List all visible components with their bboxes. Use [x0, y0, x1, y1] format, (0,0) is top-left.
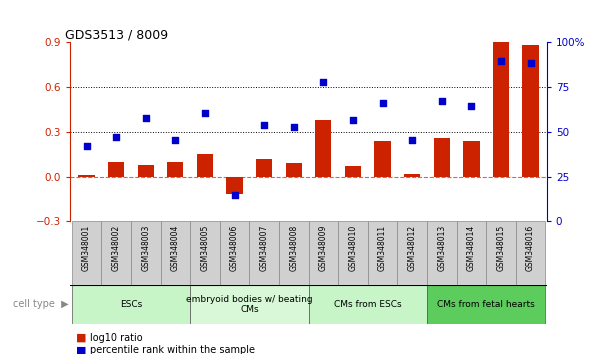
- Bar: [345, 166, 361, 177]
- Text: CMs from ESCs: CMs from ESCs: [334, 300, 401, 309]
- Bar: [71, 285, 190, 324]
- Bar: [131, 221, 161, 285]
- Text: GSM348007: GSM348007: [260, 225, 269, 272]
- Bar: [71, 221, 101, 285]
- Text: GSM348006: GSM348006: [230, 225, 239, 272]
- Bar: [249, 221, 279, 285]
- Bar: [161, 221, 190, 285]
- Point: [466, 103, 476, 109]
- Point: [289, 125, 299, 130]
- Text: percentile rank within the sample: percentile rank within the sample: [90, 346, 255, 354]
- Point: [82, 143, 92, 149]
- Bar: [368, 221, 397, 285]
- Bar: [493, 42, 509, 177]
- Bar: [137, 165, 154, 177]
- Text: ■: ■: [76, 346, 87, 354]
- Text: GSM348009: GSM348009: [319, 225, 328, 272]
- Text: GSM348008: GSM348008: [289, 225, 298, 271]
- Text: GSM348016: GSM348016: [526, 225, 535, 271]
- Bar: [190, 285, 309, 324]
- Point: [378, 101, 387, 106]
- Bar: [167, 162, 183, 177]
- Bar: [220, 221, 249, 285]
- Bar: [427, 285, 546, 324]
- Bar: [309, 221, 338, 285]
- Text: GSM348010: GSM348010: [348, 225, 357, 271]
- Bar: [456, 221, 486, 285]
- Bar: [256, 159, 273, 177]
- Text: GSM348011: GSM348011: [378, 225, 387, 271]
- Point: [141, 116, 151, 121]
- Text: embryoid bodies w/ beating
CMs: embryoid bodies w/ beating CMs: [186, 295, 313, 314]
- Bar: [375, 141, 390, 177]
- Point: [348, 118, 358, 123]
- Bar: [397, 221, 427, 285]
- Point: [200, 110, 210, 116]
- Text: ESCs: ESCs: [120, 300, 142, 309]
- Point: [408, 137, 417, 143]
- Text: CMs from fetal hearts: CMs from fetal hearts: [437, 300, 535, 309]
- Point: [318, 79, 328, 85]
- Point: [496, 58, 506, 64]
- Bar: [197, 154, 213, 177]
- Bar: [404, 173, 420, 177]
- Bar: [190, 221, 220, 285]
- Text: ■: ■: [76, 333, 87, 343]
- Text: GSM348004: GSM348004: [171, 225, 180, 272]
- Bar: [463, 141, 480, 177]
- Point: [170, 137, 180, 143]
- Bar: [486, 221, 516, 285]
- Point: [111, 135, 121, 140]
- Text: GSM348015: GSM348015: [497, 225, 505, 271]
- Text: GSM348013: GSM348013: [437, 225, 446, 271]
- Text: GSM348014: GSM348014: [467, 225, 476, 271]
- Bar: [309, 285, 427, 324]
- Text: GSM348001: GSM348001: [82, 225, 91, 271]
- Point: [437, 98, 447, 103]
- Text: GSM348003: GSM348003: [141, 225, 150, 272]
- Bar: [427, 221, 456, 285]
- Point: [525, 60, 535, 66]
- Text: GSM348005: GSM348005: [200, 225, 210, 272]
- Bar: [101, 221, 131, 285]
- Bar: [338, 221, 368, 285]
- Bar: [522, 45, 539, 177]
- Bar: [279, 221, 309, 285]
- Point: [230, 193, 240, 198]
- Text: cell type  ▶: cell type ▶: [13, 299, 69, 309]
- Point: [259, 122, 269, 127]
- Bar: [285, 163, 302, 177]
- Bar: [434, 138, 450, 177]
- Text: log10 ratio: log10 ratio: [90, 333, 142, 343]
- Bar: [516, 221, 546, 285]
- Bar: [315, 120, 332, 177]
- Bar: [227, 177, 243, 194]
- Bar: [108, 162, 124, 177]
- Text: GSM348012: GSM348012: [408, 225, 417, 271]
- Text: GSM348002: GSM348002: [112, 225, 120, 271]
- Bar: [78, 175, 95, 177]
- Text: GDS3513 / 8009: GDS3513 / 8009: [65, 28, 169, 41]
